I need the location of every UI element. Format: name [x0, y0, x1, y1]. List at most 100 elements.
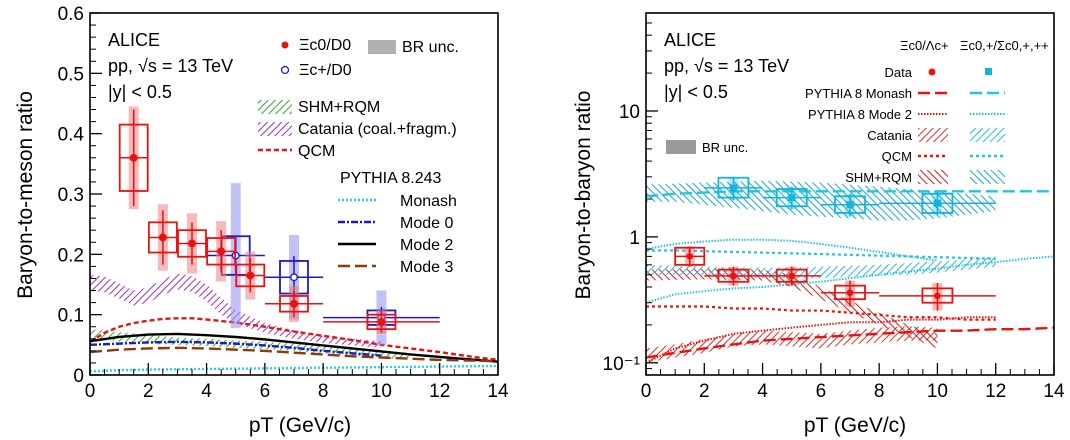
legend-mode2-label: Mode 2 — [400, 237, 453, 254]
right-header: ALICE pp, √s = 13 TeV |y| < 0.5 — [664, 30, 789, 102]
right-legend-shm-cyan — [970, 170, 1005, 184]
right-legend-catania-cyan — [970, 128, 1005, 142]
left-panel: 0 2 4 6 8 10 12 14 0 0.1 0.2 0.3 0.4 0.5 0.6 Baryon-to… — [14, 4, 509, 437]
right-sigma-marker — [846, 201, 854, 209]
right-x-axis-title: pT (GeV/c) — [804, 414, 906, 437]
right-x-tick-label: 6 — [816, 381, 827, 402]
legend-pythia-title: PYTHIA 8.243 — [340, 170, 441, 187]
left-legend-data: Ξc0/D0 Ξc+/D0 BR unc. — [280, 37, 459, 79]
left-y-tick-label: 0.3 — [58, 185, 84, 206]
legend-shm-swatch — [258, 100, 292, 114]
right-mode2-curve-red — [645, 316, 996, 364]
right-y-axis-title: Baryon-to-baryon ratio — [572, 91, 595, 300]
left-mode3-curve — [89, 346, 499, 363]
right-header-rapidity: |y| < 0.5 — [664, 82, 728, 102]
left-header-experiment: ALICE — [108, 30, 160, 50]
legend-shm-label: SHM+RQM — [298, 99, 380, 116]
right-header-experiment: ALICE — [664, 30, 716, 50]
legend-qcm-label: QCM — [298, 143, 335, 160]
right-row-monash: PYTHIA 8 Monash — [805, 86, 912, 101]
left-y-tick-label: 0.2 — [58, 245, 84, 266]
right-legend-data-red — [928, 68, 936, 76]
right-y-tick-label: 1 — [629, 228, 640, 249]
right-header-system: pp, √s = 13 TeV — [664, 56, 789, 76]
legend-catania-swatch — [258, 122, 292, 136]
right-sigma-marker — [933, 199, 941, 207]
left-x-tick-label: 8 — [318, 381, 329, 402]
right-xi0-marker — [788, 272, 796, 280]
left-x-tick-label: 6 — [260, 381, 271, 402]
left-y-axis-title: Baryon-to-meson ratio — [14, 91, 37, 299]
left-legend-models: SHM+RQM Catania (coal.+fragm.) QCM — [258, 99, 457, 160]
right-catania-band-red — [646, 326, 938, 363]
right-x-tick-label: 2 — [699, 381, 710, 402]
right-qcm-curve-cyan — [646, 249, 996, 260]
right-mode2-curve-cyan-upper — [645, 238, 938, 262]
legend-xiplus-marker — [280, 65, 290, 75]
legend-xiplus-label: Ξc+/D0 — [299, 62, 352, 79]
legend-mode3-label: Mode 3 — [400, 259, 453, 276]
right-monash-curve-cyan — [645, 190, 1054, 198]
right-sigma-marker — [729, 184, 737, 192]
right-catania-band-cyan — [646, 256, 996, 279]
left-xi0-marker — [188, 239, 196, 248]
right-legend-shm-red — [918, 170, 948, 184]
right-row-qcm: QCM — [882, 149, 912, 164]
right-row-shm: SHM+RQM — [845, 170, 912, 185]
left-xi0-marker — [158, 233, 167, 242]
left-x-tick-label: 12 — [429, 381, 450, 402]
right-row-catania: Catania — [867, 128, 913, 143]
right-legend-br-label: BR unc. — [702, 140, 748, 155]
legend-mode0-label: Mode 0 — [400, 215, 453, 232]
left-x-axis-title: pT (GeV/c) — [249, 414, 351, 437]
right-x-tick-label: 10 — [927, 381, 948, 402]
left-xiplus-marker — [290, 273, 298, 282]
left-mode2-curve — [89, 332, 499, 363]
left-x-tick-label: 2 — [143, 381, 154, 402]
left-legend-pythia: PYTHIA 8.243 Monash Mode 0 Mode 2 Mode 3 — [338, 170, 457, 276]
right-xi0-marker — [846, 289, 854, 297]
legend-xi0-marker — [281, 41, 289, 49]
right-col-header-1: Ξc0/Λc+ — [900, 38, 949, 53]
right-col-header-2: Ξc0,+/Σc0,+,++ — [960, 38, 1049, 53]
right-x-tick-label: 12 — [985, 381, 1006, 402]
left-header-rapidity: |y| < 0.5 — [108, 82, 172, 102]
legend-catania-label: Catania (coal.+fragm.) — [298, 121, 457, 138]
left-x-tick-label: 0 — [85, 381, 96, 402]
right-x-tick-label: 4 — [757, 381, 768, 402]
left-y-tick-label: 0.4 — [58, 125, 85, 146]
right-sigma-marker — [788, 194, 796, 202]
left-xi0-marker — [129, 153, 138, 162]
legend-monash-label: Monash — [400, 193, 457, 210]
right-mode2-curve-cyan — [645, 255, 1055, 304]
left-xi0-marker — [246, 271, 255, 280]
right-qcm-curve-red — [646, 305, 996, 321]
right-x-tick-label: 0 — [641, 381, 652, 402]
left-header-system: pp, √s = 13 TeV — [108, 56, 233, 76]
right-row-data: Data — [885, 65, 913, 80]
left-y-tick-label: 0.5 — [58, 64, 84, 85]
right-xi0-marker — [730, 272, 737, 280]
left-header: ALICE pp, √s = 13 TeV |y| < 0.5 — [108, 30, 233, 102]
legend-br-swatch — [368, 40, 396, 54]
right-xi0-marker — [934, 292, 941, 300]
right-legend-data-cyan — [985, 68, 992, 75]
legend-xi0-label: Ξc0/D0 — [299, 37, 351, 54]
right-x-tick-label: 8 — [874, 381, 885, 402]
right-shm-band-cyan — [646, 180, 996, 221]
legend-br-label: BR unc. — [402, 39, 459, 56]
right-y-tick-label: 10 — [619, 102, 640, 123]
left-xi0-marker — [290, 299, 298, 308]
left-x-tick-label: 10 — [371, 381, 392, 402]
right-panel: 0 2 4 6 8 10 12 14 10⁻¹ 1 10 Baryon-to-baryon rati… — [572, 12, 1065, 437]
left-mode0-curve — [89, 340, 382, 357]
right-x-tick-label: 14 — [1043, 381, 1065, 402]
right-row-mode2: PYTHIA 8 Mode 2 — [808, 107, 912, 122]
right-legend-catania-red — [918, 128, 948, 142]
right-y-tick-label: 10⁻¹ — [603, 354, 641, 375]
left-x-tick-label: 4 — [201, 381, 212, 402]
left-y-tick-label: 0 — [73, 366, 84, 387]
left-x-tick-label: 14 — [487, 381, 509, 402]
right-monash-curve-red — [645, 326, 1055, 359]
